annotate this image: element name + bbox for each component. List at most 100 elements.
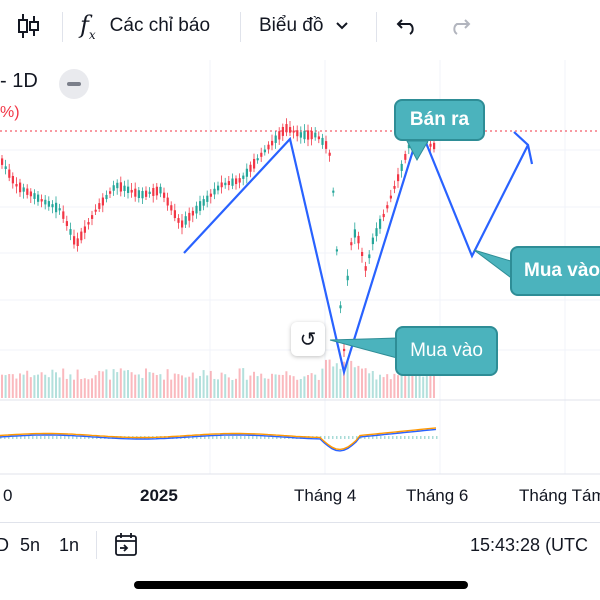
candle-body xyxy=(8,169,11,178)
histogram-bar xyxy=(276,436,278,439)
volume-bar xyxy=(379,374,381,398)
histogram-bar xyxy=(56,436,58,439)
volume-bar xyxy=(26,370,29,398)
histogram-bar xyxy=(200,436,202,439)
candle-body xyxy=(242,175,245,179)
buy-callout-left[interactable]: Mua vào xyxy=(395,326,498,376)
price-chart[interactable] xyxy=(0,60,600,520)
chart-type-button[interactable]: Biểu đồ xyxy=(259,0,349,52)
symbol-interval: - 1D xyxy=(0,70,38,92)
volume-bar xyxy=(141,377,144,398)
indicators-button[interactable]: fx Các chỉ báo xyxy=(80,0,210,52)
histogram-bar xyxy=(68,436,70,439)
histogram-bar xyxy=(76,436,78,439)
volume-bar xyxy=(328,359,331,398)
volume-bar xyxy=(11,374,14,398)
candle-body xyxy=(58,208,61,211)
candle-body xyxy=(332,190,335,193)
volume-bar xyxy=(209,370,212,398)
candle-body xyxy=(199,201,202,211)
candle-body xyxy=(386,205,389,209)
histogram-bar xyxy=(72,436,74,439)
candlestick-icon[interactable] xyxy=(16,0,40,52)
candle-body xyxy=(101,197,104,206)
candle-body xyxy=(307,130,310,140)
candle-body xyxy=(37,194,40,202)
go-to-date-icon[interactable] xyxy=(112,531,140,564)
candle-body xyxy=(137,190,140,199)
volume-bar xyxy=(411,369,414,398)
bottom-bar: D 5n 1n 15:43:28 (UTC xyxy=(0,522,600,567)
candle-body xyxy=(253,158,256,169)
candle-body xyxy=(364,266,367,271)
histogram-bar xyxy=(384,436,386,439)
candle-body xyxy=(271,140,274,146)
buy-callout-right[interactable]: Mua vào xyxy=(510,246,600,296)
sell-callout[interactable]: Bán ra xyxy=(394,99,485,141)
candle-body xyxy=(134,188,137,197)
candle-body xyxy=(173,210,176,219)
range-1n-button[interactable]: 1n xyxy=(59,535,80,555)
volume-bar xyxy=(134,374,137,398)
candle-body xyxy=(256,158,259,161)
histogram-bar xyxy=(368,436,370,439)
histogram-bar xyxy=(236,436,238,439)
volume-bar xyxy=(227,377,230,398)
volume-bar xyxy=(253,371,255,398)
volume-bar xyxy=(87,379,90,398)
candle-body xyxy=(206,195,209,202)
clock-timezone[interactable]: 15:43:28 (UTC xyxy=(470,535,589,555)
candle-body xyxy=(249,164,252,172)
volume-bar xyxy=(29,377,32,398)
range-d-button[interactable]: D xyxy=(0,535,9,555)
collapse-legend-button[interactable] xyxy=(59,69,89,99)
volume-bar xyxy=(123,370,126,398)
histogram-bar xyxy=(424,436,426,439)
redo-button[interactable] xyxy=(449,0,471,52)
volume-bar xyxy=(353,367,356,398)
candle-body xyxy=(389,195,392,199)
candle-body xyxy=(166,197,169,206)
volume-bar xyxy=(109,379,111,398)
volume-bar xyxy=(281,374,284,398)
reset-chart-button[interactable]: ↺ xyxy=(291,322,325,356)
volume-bar xyxy=(166,369,169,398)
candle-body xyxy=(217,185,220,191)
candle-body xyxy=(235,178,238,185)
candle-body xyxy=(274,135,277,143)
chevron-down-icon xyxy=(336,22,349,30)
volume-bar xyxy=(116,372,119,398)
volume-bar xyxy=(44,374,47,398)
volume-bar xyxy=(335,363,338,398)
volume-bar xyxy=(199,375,201,398)
volume-bar xyxy=(332,366,335,398)
undo-button[interactable] xyxy=(396,0,418,52)
volume-bar xyxy=(202,370,205,398)
volume-bar xyxy=(400,373,403,398)
histogram-bar xyxy=(232,436,234,439)
candle-body xyxy=(220,182,223,188)
candles xyxy=(1,118,436,357)
candle-body xyxy=(62,211,65,219)
candle-body xyxy=(163,192,166,198)
candle-body xyxy=(105,194,108,200)
histogram-bar xyxy=(260,436,262,439)
divider xyxy=(96,531,97,559)
time-axis[interactable]: 0 2025 Tháng 4 Tháng 6 Tháng Tám xyxy=(0,486,600,510)
candle-body xyxy=(303,130,306,140)
volume-bar xyxy=(422,376,425,398)
range-5n-button[interactable]: 5n xyxy=(20,535,41,555)
volume-bar xyxy=(1,374,3,398)
volume-bar xyxy=(195,378,198,398)
histogram-bar xyxy=(328,436,330,439)
candle-body xyxy=(285,124,288,133)
volume-bar xyxy=(317,379,320,398)
histogram-bar xyxy=(40,436,42,439)
volume-bar xyxy=(220,372,223,398)
volume-bar xyxy=(8,374,11,398)
function-icon: fx xyxy=(80,10,96,42)
candle-body xyxy=(227,181,230,186)
candle-body xyxy=(335,249,338,252)
histogram-bar xyxy=(212,436,214,439)
candle-body xyxy=(127,186,130,193)
